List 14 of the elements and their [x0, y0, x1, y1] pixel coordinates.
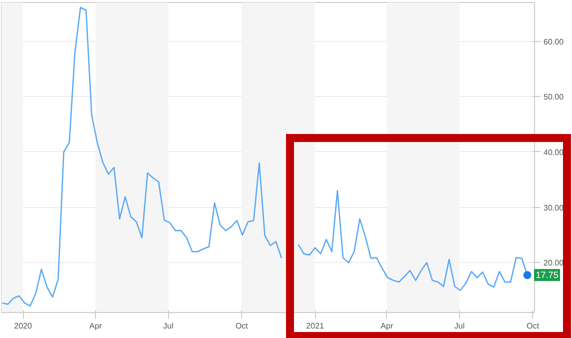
x-tick-label: Oct	[526, 322, 540, 330]
y-tick-label: 60.00	[544, 37, 564, 46]
y-tick-label: 50.00	[544, 92, 564, 102]
x-tick-label: Apr	[380, 322, 394, 330]
x-tick-label: Apr	[89, 322, 102, 330]
x-tick-label: Jul	[454, 322, 465, 330]
y-tick-label: 40.00	[544, 148, 564, 157]
x-tick-label: 2021	[306, 322, 325, 330]
x-tick-label: Jul	[163, 322, 174, 330]
y-tick-label: 20.00	[544, 258, 564, 268]
data-label: 17.75	[534, 268, 560, 281]
x-tick-label: Oct	[235, 322, 249, 330]
x-tick-label: 2020	[14, 322, 32, 330]
y-tick-label: 30.00	[544, 203, 564, 212]
